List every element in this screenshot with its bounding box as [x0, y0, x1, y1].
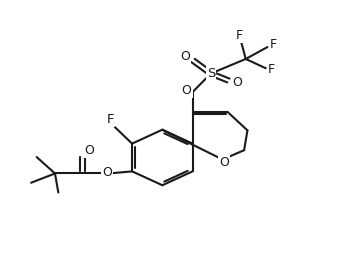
Text: O: O — [233, 76, 242, 89]
Text: F: F — [270, 38, 277, 51]
Text: O: O — [102, 166, 112, 179]
Text: F: F — [268, 63, 275, 76]
Text: O: O — [84, 144, 94, 157]
Text: S: S — [207, 67, 215, 80]
Text: O: O — [182, 84, 192, 97]
Text: O: O — [180, 50, 190, 63]
Text: F: F — [107, 113, 114, 126]
Text: F: F — [236, 29, 243, 42]
Text: O: O — [219, 156, 229, 169]
